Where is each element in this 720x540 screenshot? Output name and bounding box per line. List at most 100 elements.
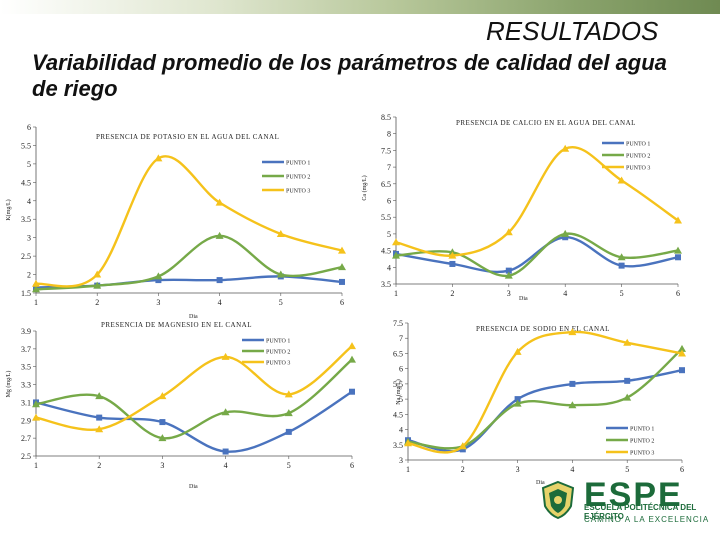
k-y-tick-label: 3 [27,234,31,243]
k-x-tick-label: 5 [279,298,283,307]
k-point-1 [339,278,345,285]
ca-y-tick-label: 3.5 [381,280,391,289]
na-x-tick-label: 3 [516,465,520,474]
ca-y-tick-label: 7 [387,163,391,172]
mg-point-1 [159,419,166,426]
mg-point-2 [158,434,167,442]
ca-y-tick-label: 4 [387,263,391,272]
na-point-3 [568,328,577,336]
na-x-tick-label: 2 [461,465,465,474]
k-x-axis-label: Dia [189,314,198,320]
k-legend-label-1: PUNTO 1 [286,161,310,167]
mg-series-line-1 [35,390,353,453]
ca-x-tick-label: 6 [676,289,680,298]
mg-point-3 [95,425,104,433]
k-point-2 [93,281,102,289]
na-x-axis-label: Dia [536,480,545,486]
k-point-3 [215,198,224,206]
top-decorative-bar [0,0,720,14]
ca-point-3 [674,216,682,224]
ca-point-2 [392,251,400,259]
ca-series-line-3 [395,145,679,257]
ca-y-tick-label: 5 [387,230,391,239]
ca-y-tick-label: 6.5 [381,180,391,189]
mg-y-tick-label: 2.5 [21,452,31,461]
mg-point-3 [158,392,167,400]
ca-chart-title: PRESENCIA DE CALCIO EN EL AGUA DEL CANAL [456,119,636,127]
k-y-axis-label: K(mg/L) [5,199,12,220]
mg-point-3 [348,342,356,350]
mg-y-tick-label: 3.1 [21,398,31,407]
na-y-tick-label: 4 [399,426,403,435]
mg-series-line-3 [35,345,353,432]
k-point-3 [154,154,163,162]
slide-subtitle: Variabilidad promedio de los parámetros … [32,50,667,101]
k-point-1 [216,277,223,284]
k-x-tick-label: 2 [95,298,99,307]
k-legend-label-2: PUNTO 2 [286,175,310,181]
k-chart-title: PRESENCIA DE POTASIO EN EL AGUA DEL CANA… [96,133,279,141]
k-y-tick-label: 2 [27,271,31,280]
k-point-2 [276,270,285,278]
ca-y-tick-label: 5.5 [381,213,391,222]
na-y-tick-label: 3 [399,456,403,465]
na-y-tick-label: 6.5 [393,349,403,358]
ca-legend-label-1: PUNTO 1 [626,142,650,148]
ca-point-1 [505,267,512,274]
mg-point-2 [284,409,293,417]
k-point-3 [93,270,102,278]
na-point-3 [513,347,522,355]
mg-x-tick-label: 2 [97,461,101,470]
na-point-1 [569,380,576,387]
mg-chart-title: PRESENCIA DE MAGNESIO EN EL CANAL [101,321,252,329]
k-series-line-2 [35,234,343,291]
mg-point-3 [32,413,40,421]
k-y-tick-label: 6 [27,123,31,132]
ca-x-tick-label: 2 [450,289,454,298]
ca-point-3 [617,176,626,184]
mg-y-axis-label: Mg (mg/L) [5,371,12,398]
ca-point-2 [561,229,570,237]
na-x-tick-label: 1 [406,465,410,474]
mg-x-tick-label: 4 [224,461,228,470]
mg-point-1 [349,388,355,395]
k-point-2 [338,263,346,271]
k-point-1 [155,277,162,284]
k-legend-label-3: PUNTO 3 [286,189,310,195]
mg-legend-label-2: PUNTO 2 [266,350,290,356]
mg-point-1 [96,414,103,421]
k-y-tick-label: 4 [27,197,31,206]
na-series-line-3 [407,330,683,454]
na-y-tick-label: 6 [399,365,403,374]
mg-point-1 [285,428,292,435]
mg-legend-label-3: PUNTO 3 [266,361,290,367]
na-x-tick-label: 4 [570,465,574,474]
ca-point-3 [504,228,513,236]
ca-point-1 [449,260,456,267]
mg-x-tick-label: 5 [287,461,291,470]
na-point-3 [458,442,467,450]
ca-x-tick-label: 3 [507,289,511,298]
ca-x-tick-label: 1 [394,289,398,298]
mg-x-tick-label: 6 [350,461,354,470]
na-point-2 [678,344,686,352]
ca-point-3 [448,251,457,259]
na-point-1 [624,377,631,384]
na-point-2 [623,393,632,401]
ca-y-tick-label: 6 [387,197,391,206]
mg-point-3 [284,390,293,398]
k-y-tick-label: 4.5 [21,178,31,187]
ca-y-tick-label: 8.5 [381,113,391,122]
k-y-tick-label: 2.5 [21,252,31,261]
ca-point-2 [674,246,682,254]
k-y-tick-label: 5.5 [21,141,31,150]
k-point-2 [154,272,163,280]
k-x-tick-label: 1 [34,298,38,307]
ca-point-3 [392,238,400,246]
mg-point-2 [221,408,230,416]
na-series-line-2 [407,347,683,450]
na-point-1 [514,396,521,403]
mg-y-tick-label: 3.7 [21,345,31,354]
mg-x-tick-label: 1 [34,461,38,470]
